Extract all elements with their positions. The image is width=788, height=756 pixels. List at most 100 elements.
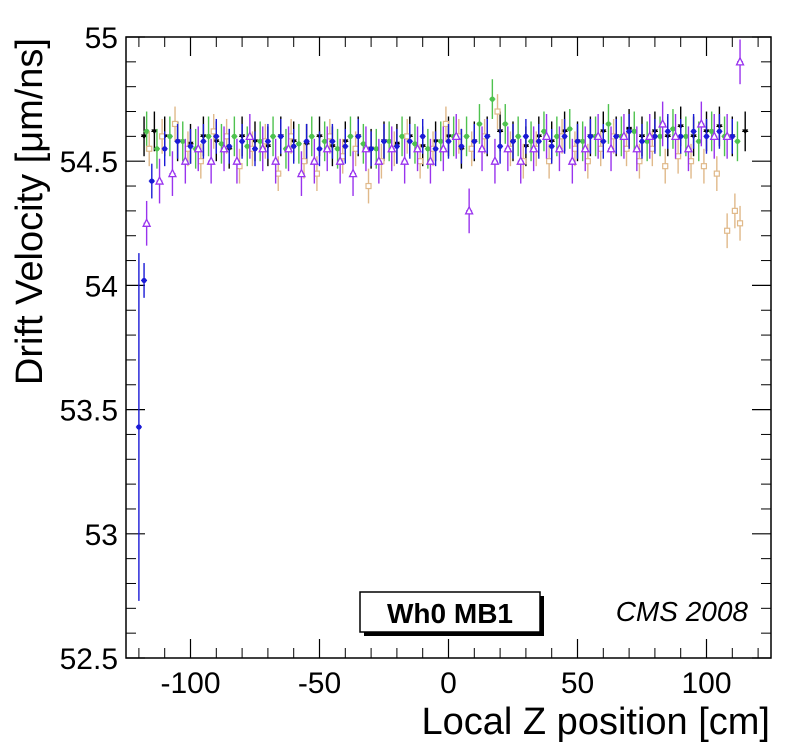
data-point [373,146,379,152]
series-green [143,79,741,169]
data-point [515,133,521,139]
data-point [716,128,723,134]
data-point [580,143,590,153]
data-point [662,163,669,170]
data-point [438,143,448,153]
x-axis-title: Local Z position [cm] [422,701,770,743]
data-point [510,138,516,144]
data-point [309,155,319,165]
data-point [503,143,513,153]
data-point [468,145,475,152]
data-point [494,108,501,115]
data-point [252,146,258,152]
data-point [412,141,418,147]
data-point [734,138,741,144]
data-point [355,133,361,139]
data-point [593,130,603,141]
data-point [335,155,345,165]
data-point [735,56,745,66]
data-point [623,145,630,152]
data-point [175,138,181,144]
data-point [342,143,348,149]
data-point [404,133,411,140]
series-tan [146,94,744,249]
data-point [239,138,245,144]
data-point [348,168,358,178]
data-point [210,128,217,135]
data-point [658,118,668,128]
data-point [670,126,676,132]
x-tick-label: 50 [561,667,594,700]
data-point [562,133,568,139]
data-point [438,138,444,144]
data-point [571,145,579,152]
data-point [149,178,155,184]
data-point [141,134,148,140]
data-point [606,143,616,153]
data-point [458,143,464,149]
data-point [162,146,168,152]
data-point [636,158,643,165]
data-point [639,138,645,144]
data-point [626,128,632,134]
data-point [484,133,490,139]
data-point [400,155,410,165]
data-point [742,129,749,135]
data-point [554,133,560,139]
data-point [205,133,212,139]
data-point [368,146,374,152]
data-point [231,133,237,139]
data-point [167,168,177,178]
data-point [154,175,165,185]
cms-annotation: CMS 2008 [616,596,749,627]
data-point [580,138,586,144]
y-tick-label: 54.5 [60,146,118,179]
x-tick-label: 0 [440,667,457,700]
x-tick-label: -100 [160,667,220,700]
y-tick-label: 54 [85,270,118,303]
data-point [631,128,637,134]
data-point [722,130,732,141]
data-point [587,133,594,139]
data-point [489,96,495,102]
data-point [528,138,534,144]
data-point [675,153,682,160]
data-point [477,143,487,153]
data-point [300,158,308,165]
data-point [187,143,194,149]
data-point [670,130,681,141]
data-point [171,120,179,128]
data-point [326,133,333,140]
data-point [257,138,263,144]
data-point [245,130,255,141]
data-point [136,424,142,430]
tick-marks [126,36,771,659]
data-point [244,143,250,149]
data-point [329,138,335,144]
y-tick-labels: 52.5 53 53.5 54 54.5 55 [60,22,118,676]
data-point [574,138,581,144]
data-point [141,277,147,284]
data-point [218,141,225,147]
data-point [386,138,392,144]
data-point [554,143,564,153]
data-point [387,143,397,153]
data-point [334,146,341,152]
y-tick-label: 55 [85,22,118,55]
data-point [200,138,206,144]
data-point [206,155,216,165]
data-point [645,130,655,141]
data-point [463,133,470,139]
data-point [678,133,684,139]
data-point [142,217,152,227]
data-point [151,129,158,135]
y-axis-title: Drift Velocity [μm/ns] [9,38,51,385]
data-point [644,138,650,144]
data-point [597,145,604,152]
data-points [135,39,749,601]
data-point [271,155,281,165]
data-point [360,141,366,147]
data-point [529,143,539,153]
series-purple [142,39,745,246]
